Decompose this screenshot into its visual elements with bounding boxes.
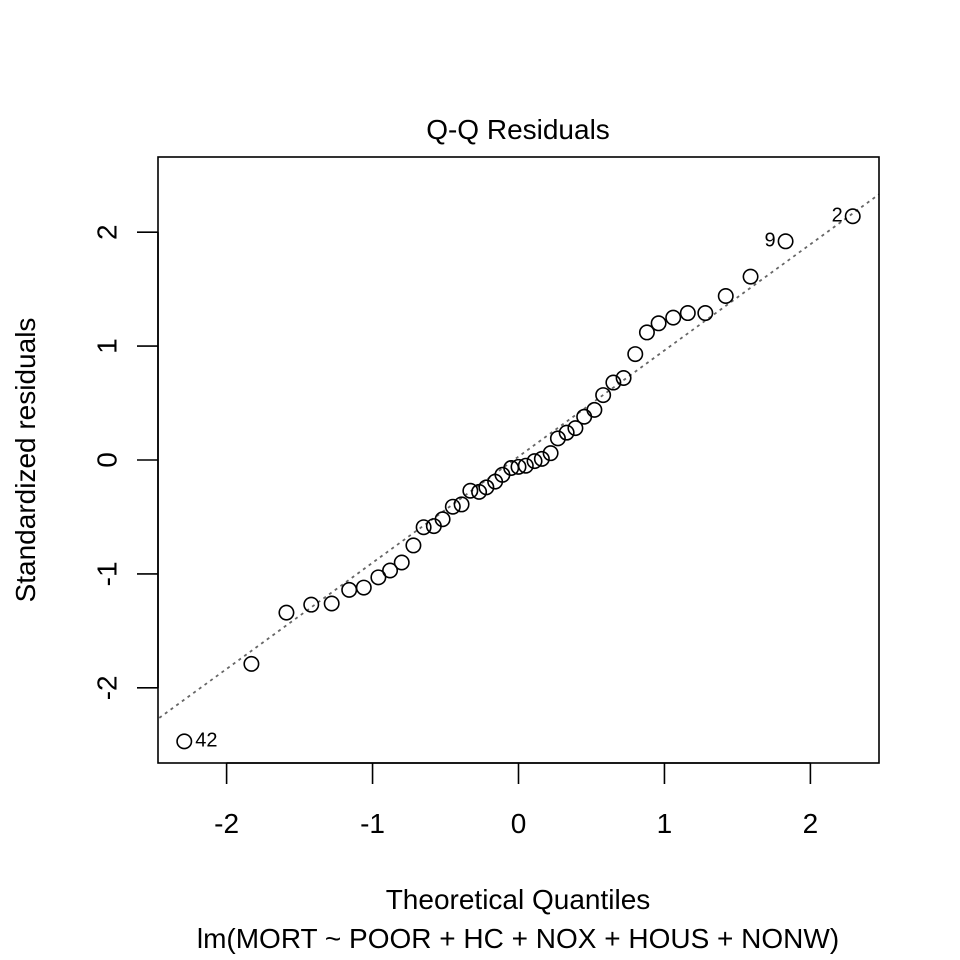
data-point [278, 604, 295, 621]
data-point [567, 420, 584, 437]
data-point [777, 233, 794, 250]
x-tick-label: 1 [657, 808, 673, 839]
x-tick-label: -2 [214, 808, 239, 839]
data-point [717, 287, 734, 304]
plot-frame [157, 156, 880, 764]
y-axis-label: Standardized residuals [10, 318, 41, 603]
data-point [542, 445, 559, 462]
data-point [558, 424, 575, 441]
data-point [627, 346, 644, 363]
data-point [393, 554, 410, 571]
data-point [323, 595, 340, 612]
y-tick-label: -1 [91, 561, 122, 586]
data-point [605, 374, 622, 391]
data-point [679, 305, 696, 322]
y-tick-label: 0 [91, 452, 122, 468]
data-point [478, 479, 495, 496]
data-point [355, 579, 372, 596]
data-point [697, 305, 714, 322]
data-point [176, 733, 193, 750]
data-point [526, 453, 543, 470]
data-points [176, 208, 861, 750]
x-tick-label: 0 [511, 808, 527, 839]
data-point [405, 537, 422, 554]
data-point [453, 496, 470, 513]
data-point [844, 208, 861, 225]
data-point [595, 387, 612, 404]
data-point [303, 596, 320, 613]
data-point [638, 324, 655, 341]
data-point [444, 498, 461, 515]
data-point [650, 315, 667, 332]
point-label: 2 [832, 205, 843, 227]
data-point [510, 458, 527, 475]
data-point [415, 519, 432, 536]
point-label: 42 [195, 730, 217, 752]
data-point [665, 309, 682, 326]
data-point [533, 450, 550, 467]
point-labels: 42 9 2 [195, 205, 842, 752]
data-point [434, 511, 451, 528]
data-point [742, 268, 759, 285]
model-formula-label: lm(MORT ~ POOR + HC + NOX + HOUS + NONW) [197, 923, 839, 954]
x-tick-label: -1 [360, 808, 385, 839]
point-label: 9 [764, 230, 775, 252]
y-tick-label: 1 [91, 338, 122, 354]
x-tick-label: 2 [803, 808, 819, 839]
x-axis-label: Theoretical Quantiles [386, 884, 651, 915]
data-point [615, 369, 632, 386]
data-point [517, 457, 534, 474]
data-point [243, 655, 260, 672]
y-tick-label: 2 [91, 224, 122, 240]
chart-title: Q-Q Residuals [426, 114, 610, 145]
y-tick-label: -2 [91, 675, 122, 700]
data-point [370, 569, 387, 586]
data-point [586, 401, 603, 418]
reference-line [158, 193, 879, 720]
data-point [462, 482, 479, 499]
data-point [549, 430, 566, 447]
data-point [382, 562, 399, 579]
